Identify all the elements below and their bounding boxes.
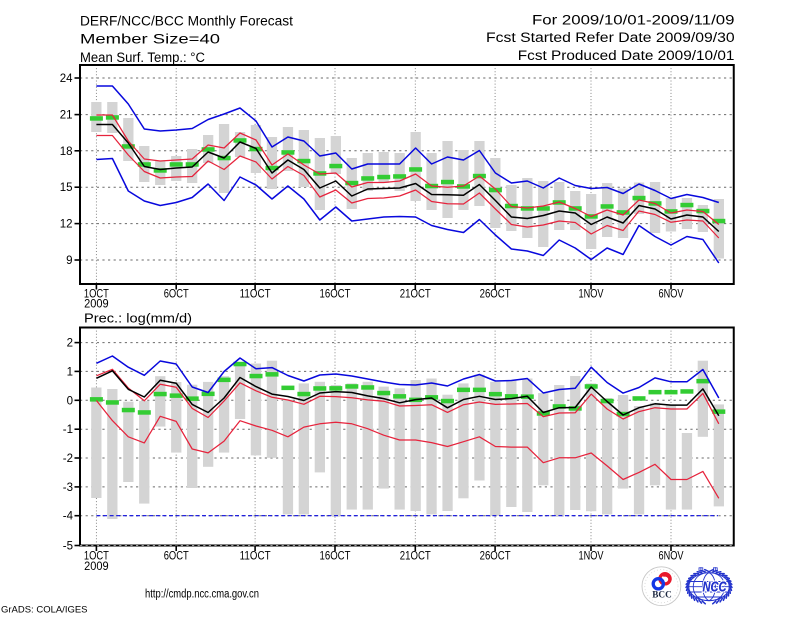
svg-text:26OCT: 26OCT [480,550,511,562]
svg-text:NCC: NCC [703,579,728,596]
svg-text:1: 1 [67,366,73,378]
svg-text:12: 12 [60,219,73,231]
svg-text:-1: -1 [63,424,73,436]
svg-text:9: 9 [66,255,72,267]
svg-text:Prec.: log(mm/d): Prec.: log(mm/d) [84,311,192,326]
svg-text:2009: 2009 [84,299,109,311]
svg-text:6OCT: 6OCT [164,550,189,562]
svg-text:21OCT: 21OCT [400,550,431,562]
svg-text:-3: -3 [63,482,73,494]
svg-text:16OCT: 16OCT [320,550,351,562]
svg-text:2: 2 [67,338,73,350]
svg-text:1NOV: 1NOV [579,289,604,301]
svg-text:24: 24 [60,73,73,85]
svg-text:Member Size=40: Member Size=40 [80,32,220,47]
svg-text:-2: -2 [63,453,73,465]
svg-text:11OCT: 11OCT [240,289,271,301]
svg-text:DERF/NCC/BCC Monthly Forecast: DERF/NCC/BCC Monthly Forecast [80,14,293,29]
svg-text:GrADS: COLA/IGES: GrADS: COLA/IGES [1,605,88,616]
svg-text:6NOV: 6NOV [659,550,684,562]
svg-text:6OCT: 6OCT [164,289,189,301]
svg-text:16OCT: 16OCT [320,289,351,301]
svg-text:0: 0 [67,395,73,407]
svg-text:15: 15 [60,182,73,194]
svg-text:18: 18 [60,146,73,158]
svg-text:-5: -5 [63,541,73,553]
svg-text:For 2009/10/01-2009/11/09: For 2009/10/01-2009/11/09 [532,12,735,27]
svg-text:26OCT: 26OCT [480,289,511,301]
svg-text:21: 21 [60,110,73,122]
svg-text:http://cmdp.ncc.cma.gov.cn: http://cmdp.ncc.cma.gov.cn [145,589,259,601]
svg-text:2009: 2009 [84,561,109,573]
svg-text:Fcst Started Refer Date 2009/0: Fcst Started Refer Date 2009/09/30 [486,30,735,45]
svg-text:BCC: BCC [652,591,672,601]
svg-text:6NOV: 6NOV [659,289,684,301]
svg-text:Mean Surf. Temp.: °C: Mean Surf. Temp.: °C [80,50,205,65]
svg-text:Fcst Produced Date 2009/10/01: Fcst Produced Date 2009/10/01 [518,48,735,63]
svg-text:-4: -4 [63,511,74,523]
svg-text:21OCT: 21OCT [400,289,431,301]
svg-text:11OCT: 11OCT [240,550,271,562]
svg-text:1NOV: 1NOV [579,550,604,562]
